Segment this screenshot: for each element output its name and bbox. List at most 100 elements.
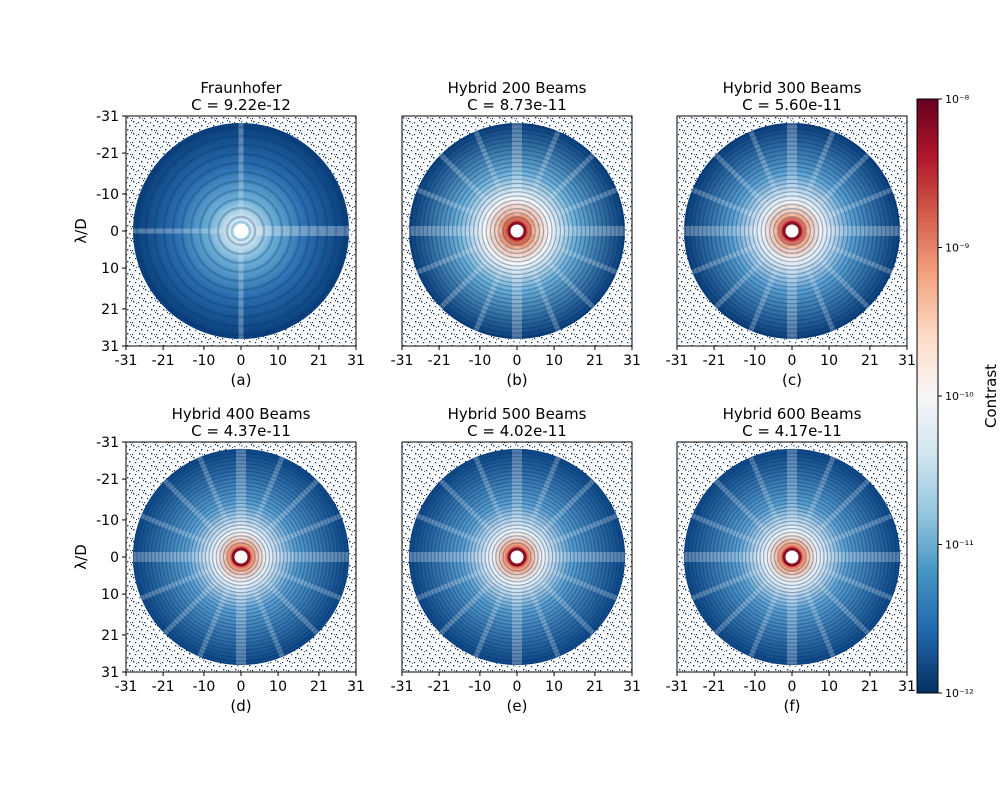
colorbar-gradient [916,98,939,694]
x-tick-label: 10 [820,353,838,369]
x-tick-label: 31 [623,353,641,369]
colorbar-tick-label: 10⁻¹² [945,687,974,700]
x-tick-label: -10 [743,679,766,695]
panel-contrast: C = 8.73e-11 [467,96,567,114]
y-tick-label: 31 [101,665,119,681]
radial-streaks [679,118,905,344]
y-tick-label: 0 [110,550,119,566]
panel-sublabel: (a) [231,371,252,389]
x-tick-label: 10 [269,353,287,369]
panel-title: Hybrid 500 Beams [448,405,587,423]
panel-title: Fraunhofer [200,79,282,97]
colorbar-ticks: 10⁻¹² 10⁻¹¹ 10⁻¹⁰ 10⁻⁹ 10⁻⁸ [938,93,974,700]
x-tick-label: 31 [623,679,641,695]
x-tick-label: -21 [428,679,451,695]
ripple-rings [684,123,899,339]
panel-sublabel: (f) [784,697,801,715]
central-obscuration [230,220,252,242]
colorbar-tick-label: 10⁻⁸ [945,93,970,106]
panel-sublabel: (d) [230,697,251,715]
x-tick-label: -31 [115,353,138,369]
y-tick-label: 10 [101,587,119,603]
x-tick-label: -31 [391,679,414,695]
y-axis-label: λ/D [72,544,90,569]
y-tick-label: -31 [96,109,119,125]
x-tick-label: 31 [898,353,916,369]
y-tick-label: 21 [101,302,119,318]
x-tick-label: 21 [586,679,604,695]
radial-streaks [130,120,354,342]
panel-title: Hybrid 600 Beams [723,405,862,423]
y-tick-label: 21 [101,628,119,644]
x-tick-label: -31 [115,679,138,695]
y-tick-label: 0 [110,224,119,240]
panel-title: Hybrid 400 Beams [172,405,311,423]
x-tick-label: 0 [513,679,522,695]
central-obscuration [507,547,527,567]
panel-title: Hybrid 300 Beams [723,79,862,97]
central-obscuration [231,547,251,567]
colorbar-tick-label: 10⁻⁹ [945,242,969,255]
panel-sublabel: (b) [506,371,527,389]
x-tick-label: -10 [192,679,215,695]
panel-sublabel: (c) [782,371,802,389]
x-tick-label: 21 [861,353,879,369]
radial-streaks [128,444,354,670]
y-tick-label: 10 [101,261,119,277]
central-obscuration [507,221,527,241]
x-tick-label: 10 [820,679,838,695]
x-tick-label: 10 [545,679,563,695]
panel-contrast: C = 4.02e-11 [467,422,567,440]
x-tick-label: -31 [666,679,689,695]
x-tick-label: -10 [468,353,491,369]
x-tick-label: 0 [513,353,522,369]
panel-contrast: C = 4.37e-11 [191,422,291,440]
x-tick-label: 0 [788,679,797,695]
y-tick-label: -31 [96,435,119,451]
panel-title: Hybrid 200 Beams [448,79,587,97]
central-obscuration [782,221,802,241]
x-tick-label: -10 [468,679,491,695]
ripple-rings [408,448,626,666]
x-tick-label: 31 [347,353,365,369]
x-tick-label: 31 [347,679,365,695]
x-tick-label: 21 [310,679,328,695]
radial-streaks [404,118,630,344]
x-tick-label: -21 [703,353,726,369]
radial-streaks [404,444,630,670]
ripple-rings [683,448,901,666]
panel-sublabel: (e) [507,697,528,715]
radial-streaks [679,444,905,670]
x-tick-label: -10 [192,353,215,369]
x-tick-label: 0 [237,353,246,369]
colorbar-label: Contrast [982,364,1000,428]
x-tick-label: 10 [269,679,287,695]
x-tick-label: 31 [898,679,916,695]
x-tick-label: -31 [666,353,689,369]
colorbar-tick-label: 10⁻¹¹ [945,539,974,552]
y-tick-label: -10 [96,513,119,529]
x-tick-label: -21 [152,679,175,695]
y-axis-label: λ/D [72,218,90,243]
panel-contrast: C = 5.60e-11 [742,96,842,114]
y-tick-label: 31 [101,339,119,355]
x-tick-label: -21 [152,353,175,369]
ripple-rings [410,123,625,339]
x-tick-label: 21 [861,679,879,695]
colorbar-tick-label: 10⁻¹⁰ [945,390,974,403]
y-tick-label: -10 [96,187,119,203]
x-tick-label: -21 [428,353,451,369]
panel-contrast: C = 4.17e-11 [742,422,842,440]
colorbar: 10⁻¹² 10⁻¹¹ 10⁻¹⁰ 10⁻⁹ 10⁻⁸ Contrast [916,93,1000,700]
x-tick-label: 21 [586,353,604,369]
ripple-rings [132,448,350,666]
x-tick-label: 0 [237,679,246,695]
